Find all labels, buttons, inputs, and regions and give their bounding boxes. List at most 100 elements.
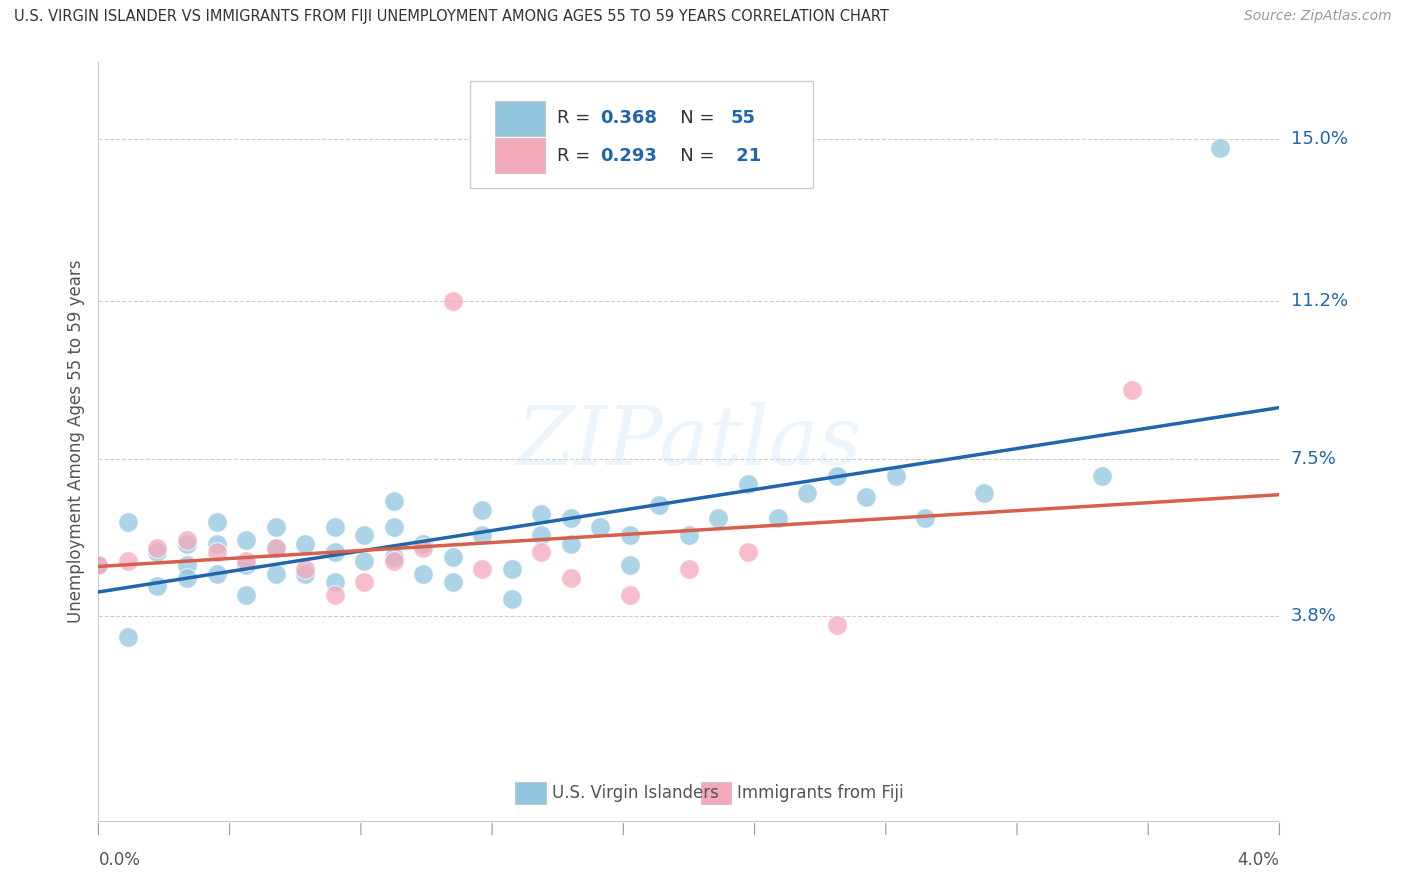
Point (530, 507, 553, 521)
Text: 4.0%: 4.0% (1237, 851, 1279, 869)
FancyBboxPatch shape (495, 101, 546, 136)
Point (235, 558, 257, 572)
Point (648, 499, 671, 513)
Point (619, 528, 641, 542)
Point (619, 588, 641, 602)
Point (412, 541, 434, 555)
Point (825, 468, 848, 483)
Point (560, 537, 582, 551)
Point (176, 571, 198, 585)
Text: 0.368: 0.368 (600, 109, 658, 127)
Point (146, 541, 169, 555)
Point (560, 511, 582, 525)
Point (707, 511, 730, 525)
Point (353, 575, 375, 590)
Point (382, 554, 405, 568)
Text: R =: R = (557, 109, 596, 127)
Point (441, 549, 464, 564)
Y-axis label: Unemployment Among Ages 55 to 59 years: Unemployment Among Ages 55 to 59 years (66, 260, 84, 624)
Point (678, 528, 700, 542)
Point (1091, 468, 1114, 483)
Point (235, 554, 257, 568)
Point (441, 293, 464, 308)
Point (353, 528, 375, 542)
Point (205, 545, 228, 559)
Text: 15.0%: 15.0% (1291, 130, 1347, 148)
Point (796, 485, 818, 500)
Point (382, 520, 405, 534)
FancyBboxPatch shape (516, 782, 546, 804)
FancyBboxPatch shape (471, 81, 813, 187)
Point (766, 511, 789, 525)
Point (294, 537, 316, 551)
Point (117, 631, 139, 645)
Text: Immigrants from Fiji: Immigrants from Fiji (737, 784, 904, 802)
Point (737, 545, 759, 559)
Point (441, 575, 464, 590)
Text: 0.0%: 0.0% (98, 851, 141, 869)
Point (323, 588, 346, 602)
Point (855, 490, 877, 504)
Text: 7.5%: 7.5% (1291, 450, 1337, 467)
Point (264, 566, 287, 581)
Point (117, 554, 139, 568)
Point (471, 528, 494, 542)
Point (914, 511, 936, 525)
FancyBboxPatch shape (700, 782, 731, 804)
Point (294, 566, 316, 581)
Point (973, 485, 995, 500)
Point (205, 516, 228, 530)
Point (264, 541, 287, 555)
Text: N =: N = (664, 146, 720, 165)
Point (353, 554, 375, 568)
Point (382, 494, 405, 508)
Point (264, 520, 287, 534)
Point (294, 562, 316, 576)
Point (235, 533, 257, 547)
Text: 3.8%: 3.8% (1291, 607, 1336, 625)
Text: U.S. Virgin Islanders: U.S. Virgin Islanders (553, 784, 718, 802)
Text: U.S. VIRGIN ISLANDER VS IMMIGRANTS FROM FIJI UNEMPLOYMENT AMONG AGES 55 TO 59 YE: U.S. VIRGIN ISLANDER VS IMMIGRANTS FROM … (14, 9, 889, 24)
Point (530, 545, 553, 559)
Point (560, 571, 582, 585)
Point (146, 579, 169, 593)
Point (264, 541, 287, 555)
Text: 11.2%: 11.2% (1291, 292, 1348, 310)
Point (205, 566, 228, 581)
Point (146, 545, 169, 559)
Point (176, 558, 198, 572)
Point (205, 537, 228, 551)
Point (323, 575, 346, 590)
Point (323, 520, 346, 534)
Point (678, 562, 700, 576)
Point (412, 566, 434, 581)
Point (412, 537, 434, 551)
Point (501, 562, 523, 576)
Text: Source: ZipAtlas.com: Source: ZipAtlas.com (1244, 9, 1392, 23)
Text: 55: 55 (730, 109, 755, 127)
Point (530, 528, 553, 542)
Point (176, 533, 198, 547)
Point (471, 502, 494, 516)
Text: N =: N = (664, 109, 720, 127)
Text: R =: R = (557, 146, 596, 165)
Point (235, 588, 257, 602)
Point (884, 468, 907, 483)
Point (117, 516, 139, 530)
Point (737, 477, 759, 491)
Point (1121, 384, 1143, 398)
Point (323, 545, 346, 559)
Point (87, 558, 110, 572)
Point (87, 558, 110, 572)
Text: 21: 21 (730, 146, 762, 165)
FancyBboxPatch shape (495, 138, 546, 173)
Text: 0.293: 0.293 (600, 146, 657, 165)
Point (382, 549, 405, 564)
Point (589, 520, 612, 534)
Point (619, 558, 641, 572)
Point (471, 562, 494, 576)
Point (176, 537, 198, 551)
Point (501, 592, 523, 607)
Text: ZIPatlas: ZIPatlas (516, 401, 862, 482)
Point (1209, 141, 1232, 155)
